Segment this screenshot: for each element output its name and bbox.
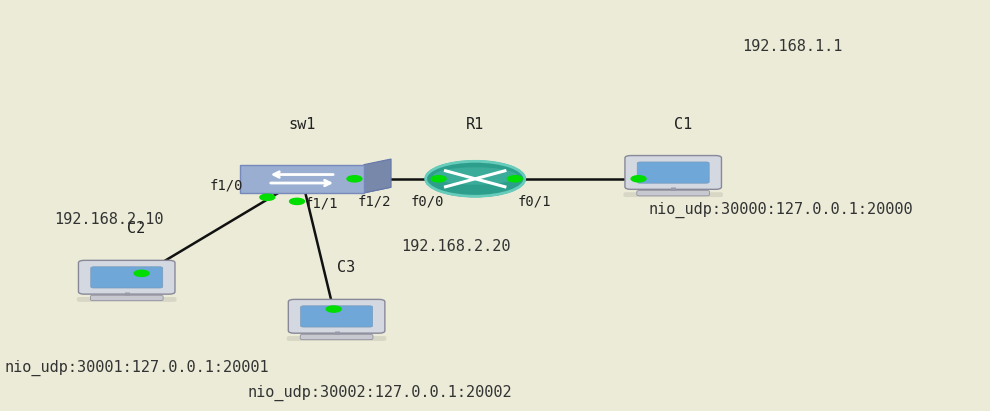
Text: nio_udp:30000:127.0.0.1:20000: nio_udp:30000:127.0.0.1:20000 [648,202,913,218]
Text: f0/0: f0/0 [411,194,445,208]
Text: 192.168.1.1: 192.168.1.1 [742,39,842,54]
Circle shape [289,198,305,205]
Text: f1/1: f1/1 [305,196,339,210]
FancyBboxPatch shape [77,297,176,302]
FancyBboxPatch shape [78,260,175,294]
FancyBboxPatch shape [638,162,709,183]
Polygon shape [240,165,364,193]
FancyBboxPatch shape [90,295,163,301]
FancyBboxPatch shape [637,190,710,196]
Circle shape [632,176,645,182]
Circle shape [508,176,523,182]
FancyBboxPatch shape [288,299,385,333]
Ellipse shape [426,162,525,196]
Text: f1/2: f1/2 [357,194,391,208]
Text: 192.168.2.10: 192.168.2.10 [54,212,164,227]
FancyBboxPatch shape [300,334,373,340]
Polygon shape [240,187,391,193]
FancyBboxPatch shape [301,306,372,327]
Circle shape [259,194,275,201]
Text: nio_udp:30002:127.0.0.1:20002: nio_udp:30002:127.0.0.1:20002 [248,385,512,401]
Text: f1/0: f1/0 [210,179,244,193]
Text: nio_udp:30001:127.0.0.1:20001: nio_udp:30001:127.0.0.1:20001 [5,360,269,376]
FancyBboxPatch shape [624,192,723,197]
Text: sw1: sw1 [288,117,316,132]
Text: R1: R1 [466,117,484,132]
FancyBboxPatch shape [625,155,722,189]
Text: f0/1: f0/1 [518,194,551,208]
Circle shape [432,176,446,182]
Ellipse shape [434,167,517,185]
FancyBboxPatch shape [287,336,386,341]
Text: C1: C1 [674,117,692,132]
Text: C2: C2 [128,222,146,236]
Circle shape [326,306,341,312]
Circle shape [346,176,362,182]
Text: C3: C3 [338,261,355,275]
Polygon shape [364,159,391,193]
Text: 192.168.2.20: 192.168.2.20 [401,239,511,254]
FancyBboxPatch shape [91,267,162,288]
Circle shape [134,270,148,276]
